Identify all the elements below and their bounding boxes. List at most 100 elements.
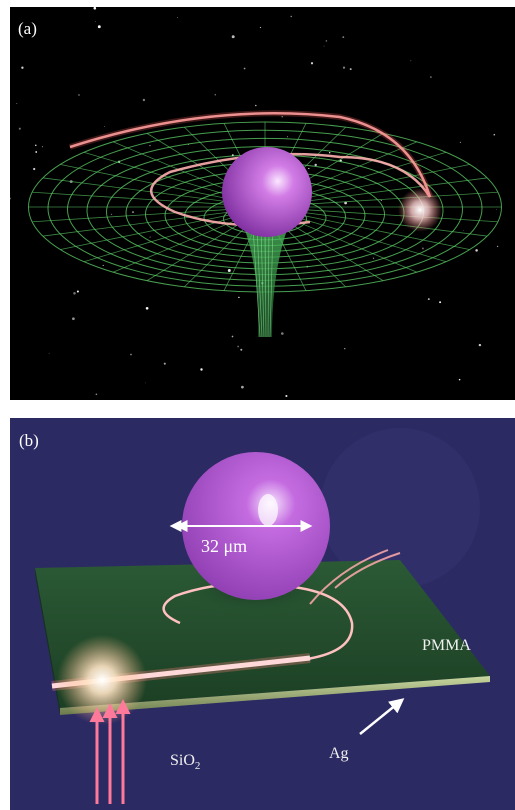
star <box>342 36 345 38</box>
star <box>241 385 244 389</box>
grid-spoke <box>60 212 240 250</box>
star <box>177 17 178 19</box>
grid-spoke <box>32 191 236 206</box>
star <box>95 393 98 396</box>
star <box>281 115 283 118</box>
star <box>344 201 347 205</box>
star <box>325 40 328 42</box>
star <box>149 236 151 238</box>
star <box>132 211 134 214</box>
slab-top <box>35 560 490 708</box>
grid-spoke <box>284 215 417 273</box>
panel-b-label: (b) <box>19 431 39 450</box>
grid-spoke <box>43 177 237 204</box>
star <box>314 163 317 167</box>
background-haze <box>320 428 480 588</box>
star <box>76 290 79 293</box>
star <box>231 35 235 39</box>
star <box>144 382 146 384</box>
sio2-substrate-label: SiO2 <box>170 752 200 772</box>
sio2-base: SiO <box>170 752 195 769</box>
pmma-layer-label: PMMA <box>422 637 471 654</box>
waveguide-loop <box>99 582 354 682</box>
star <box>200 368 203 371</box>
star <box>110 213 113 216</box>
star <box>227 269 231 272</box>
microresonator-device-illustration <box>35 428 490 804</box>
star <box>240 348 243 351</box>
star <box>380 199 382 201</box>
waveguide-branch <box>309 549 401 605</box>
star <box>496 245 499 248</box>
star <box>149 144 151 147</box>
light-path-glow <box>69 110 433 198</box>
star <box>231 335 234 338</box>
star <box>286 136 288 138</box>
star <box>462 230 464 231</box>
star <box>16 102 18 104</box>
star <box>421 247 424 250</box>
star <box>163 362 166 365</box>
star <box>78 94 80 96</box>
grid-spoke <box>290 212 470 250</box>
excitation-arrows <box>89 699 131 804</box>
star <box>72 317 75 321</box>
funnel-line <box>269 226 274 338</box>
light-path <box>69 112 432 227</box>
ag-pointer-arrow <box>359 698 405 735</box>
grid-spoke <box>279 217 384 281</box>
star <box>458 378 461 381</box>
grid-spoke <box>32 208 236 223</box>
star <box>459 141 461 143</box>
star <box>18 127 21 130</box>
star <box>145 306 149 310</box>
panel-a-label: (a) <box>18 19 37 38</box>
star <box>142 98 146 102</box>
sio2-subscript: 2 <box>194 760 201 773</box>
star <box>349 68 352 71</box>
star <box>238 296 240 299</box>
star <box>73 291 76 295</box>
star <box>48 352 50 354</box>
star <box>214 93 217 96</box>
star <box>33 167 36 171</box>
star <box>41 146 44 148</box>
star <box>496 208 497 210</box>
grid-spoke <box>294 191 498 206</box>
star <box>285 394 288 398</box>
star <box>478 343 482 347</box>
star <box>342 66 346 69</box>
funnel-grid-lines <box>252 226 274 338</box>
star <box>102 264 104 266</box>
star <box>255 104 257 107</box>
star <box>344 348 346 350</box>
grid-spoke <box>287 151 446 200</box>
star <box>97 25 101 29</box>
panel-b-illustration: (b) <box>10 418 515 810</box>
spacetime-warp-illustration <box>10 7 502 398</box>
star <box>280 332 284 335</box>
funnel-line <box>267 226 270 338</box>
star <box>10 197 11 200</box>
star <box>439 301 442 304</box>
star <box>308 167 310 170</box>
star <box>93 7 97 10</box>
star <box>323 45 325 47</box>
star <box>21 66 24 69</box>
grid-spoke <box>113 215 246 273</box>
star <box>35 151 38 153</box>
star <box>310 62 314 65</box>
funnel-throat <box>242 222 290 337</box>
star <box>259 26 262 29</box>
star <box>104 126 105 127</box>
grid-spoke <box>43 210 237 237</box>
star <box>237 345 239 348</box>
funnel-line <box>256 226 263 338</box>
star <box>475 249 478 252</box>
star <box>290 15 292 18</box>
funnel-line <box>252 226 261 338</box>
grid-spoke <box>146 217 251 281</box>
star <box>410 60 412 62</box>
slab-edge-ag <box>60 676 490 715</box>
slab-edge-left <box>35 568 60 715</box>
